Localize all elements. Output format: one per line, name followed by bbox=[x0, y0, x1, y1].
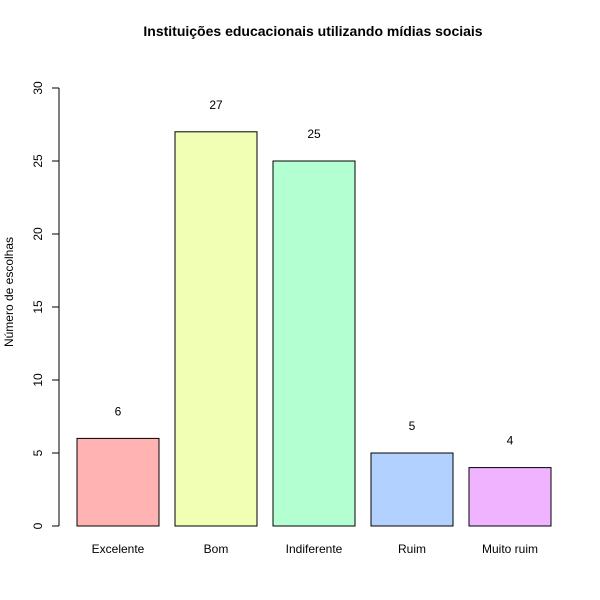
data-label: 25 bbox=[307, 127, 321, 141]
data-labels: 6 27 25 5 4 bbox=[115, 98, 514, 448]
bar-bom bbox=[174, 131, 258, 527]
y-tick-label: 0 bbox=[31, 522, 45, 529]
y-tick-label: 5 bbox=[31, 449, 45, 456]
x-tick-labels: Excelente Bom Indiferente Ruim Muito ruim bbox=[92, 542, 538, 556]
x-tick-label: Bom bbox=[204, 542, 229, 556]
y-tick-label: 30 bbox=[31, 81, 45, 95]
chart-title: Instituições educacionais utilizando míd… bbox=[143, 23, 482, 39]
x-tick-label: Indiferente bbox=[286, 542, 343, 556]
y-tick-label: 25 bbox=[31, 154, 45, 168]
y-axis: 0 5 10 15 20 25 30 bbox=[31, 81, 60, 529]
bar-excelente bbox=[76, 437, 160, 527]
bar-indiferente bbox=[272, 160, 356, 527]
y-tick-label: 20 bbox=[31, 227, 45, 241]
data-label: 5 bbox=[409, 419, 416, 433]
bar-muito-ruim bbox=[468, 467, 552, 527]
data-label: 27 bbox=[209, 98, 223, 112]
bar-ruim bbox=[370, 452, 454, 527]
y-axis-label: Número de escolhas bbox=[2, 237, 16, 347]
x-tick-label: Muito ruim bbox=[482, 542, 538, 556]
data-label: 6 bbox=[115, 404, 122, 418]
y-tick-label: 15 bbox=[31, 300, 45, 314]
bars bbox=[76, 131, 552, 527]
data-label: 4 bbox=[507, 434, 514, 448]
x-tick-label: Ruim bbox=[398, 542, 426, 556]
x-tick-label: Excelente bbox=[92, 542, 145, 556]
y-tick-label: 10 bbox=[31, 373, 45, 387]
